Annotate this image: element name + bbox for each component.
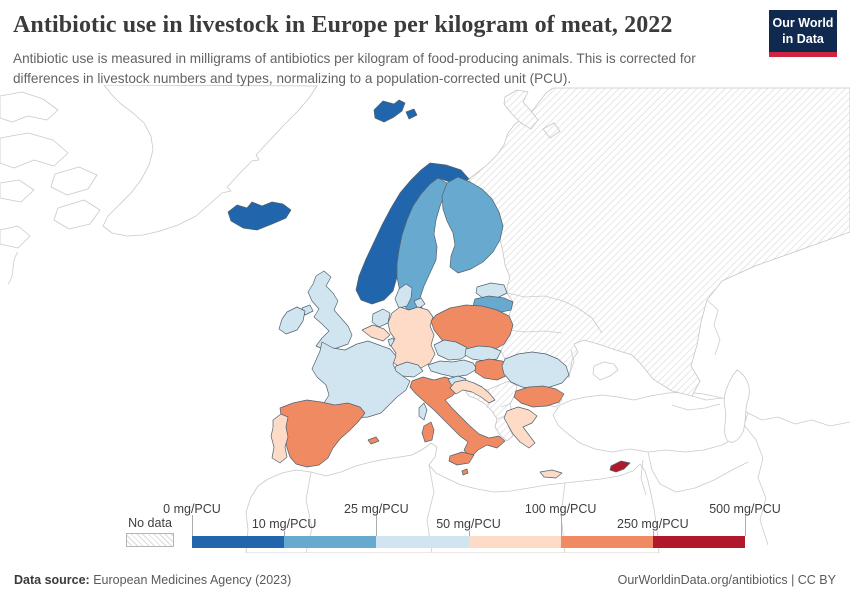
country-netherlands[interactable] xyxy=(371,308,391,328)
country-germany[interactable] xyxy=(387,306,436,369)
no-data-region-east xyxy=(468,87,850,397)
page-title: Antibiotic use in livestock in Europe pe… xyxy=(13,12,673,38)
legend-color-segment[interactable] xyxy=(468,536,561,548)
data-source-value: European Medicines Agency (2023) xyxy=(89,573,292,587)
legend-tick-label: 250 mg/PCU xyxy=(617,517,689,531)
balkans-border-line xyxy=(496,415,506,420)
legend-tick-label: 500 mg/PCU xyxy=(709,502,781,516)
levant-coast-line xyxy=(640,459,647,496)
legend-color-segment[interactable] xyxy=(560,536,653,548)
arctic-island-outline xyxy=(50,166,98,196)
legend-tick xyxy=(745,515,746,536)
country-spain[interactable] xyxy=(279,399,366,468)
owid-logo-line2: in Data xyxy=(782,31,824,46)
country-corsica[interactable] xyxy=(418,402,428,421)
country-bulgaria[interactable] xyxy=(513,385,565,408)
legend-color-segment[interactable] xyxy=(652,536,746,548)
owid-logo[interactable]: Our World in Data xyxy=(769,10,837,58)
caspian-sea-outline xyxy=(723,369,750,443)
syria-iraq-border-line xyxy=(647,451,749,493)
turkey-outline xyxy=(552,391,749,453)
legend-tick xyxy=(192,515,193,536)
legend-no-data-label: No data xyxy=(128,516,172,530)
country-svalbard[interactable] xyxy=(373,99,406,123)
country-denmark[interactable] xyxy=(394,283,413,309)
country-united-kingdom[interactable] xyxy=(307,270,353,351)
legend-bar xyxy=(192,536,746,548)
no-data-region-novaya-zemlya xyxy=(542,122,561,139)
country-sicily[interactable] xyxy=(448,451,475,466)
country-finland[interactable] xyxy=(441,176,504,274)
legend-scale: 0 mg/PCU 10 mg/PCU 25 mg/PCU 50 mg/PCU 100 m… xyxy=(163,502,781,548)
data-source-label: Data source: xyxy=(14,573,90,587)
no-data-region-novaya-zemlya xyxy=(503,89,539,130)
legend-tick xyxy=(284,531,286,536)
kazakh-border-line xyxy=(706,299,721,356)
data-source-note: Data source: European Medicines Agency (… xyxy=(14,573,291,587)
country-estonia[interactable] xyxy=(475,282,508,299)
caucasus-border-line xyxy=(691,395,723,401)
legend-no-data-swatch[interactable] xyxy=(126,533,174,547)
central-asia-border-line xyxy=(747,412,850,427)
country-malta[interactable] xyxy=(461,468,469,476)
country-slovakia[interactable] xyxy=(464,345,502,362)
crimea-outline xyxy=(592,361,619,381)
country-belgium[interactable] xyxy=(361,324,391,342)
moldova-border-line xyxy=(568,349,575,376)
country-iceland[interactable] xyxy=(227,201,292,231)
greenland-outline xyxy=(102,85,318,237)
legend-no-data: No data xyxy=(124,516,176,547)
country-austria[interactable] xyxy=(427,359,478,378)
country-sardinia[interactable] xyxy=(421,421,435,443)
legend-tick xyxy=(468,531,470,536)
arctic-island-outline xyxy=(0,132,69,169)
country-cyprus[interactable] xyxy=(609,460,631,473)
arctic-island-outline xyxy=(0,179,35,203)
country-greece[interactable] xyxy=(503,406,538,449)
owid-link[interactable]: OurWorldinData.org/antibiotics | CC BY xyxy=(617,573,836,587)
legend-color-segment[interactable] xyxy=(284,536,377,548)
iran-iraq-border-line xyxy=(743,424,769,546)
country-balearic-islands[interactable] xyxy=(367,436,380,445)
country-france[interactable] xyxy=(311,340,411,419)
country-crete[interactable] xyxy=(539,469,563,479)
legend-color-segment[interactable] xyxy=(192,536,285,548)
legend-tick xyxy=(652,531,654,536)
country-portugal[interactable] xyxy=(270,413,289,464)
country-denmark[interactable] xyxy=(413,297,426,310)
legend-tick-label: 0 mg/PCU xyxy=(163,502,221,516)
north-africa-outline xyxy=(245,442,660,553)
country-poland[interactable] xyxy=(430,304,514,351)
belarus-ukraine-border-line xyxy=(507,329,563,334)
labrador-coast-line xyxy=(7,251,19,285)
country-svalbard[interactable] xyxy=(405,108,418,120)
arctic-island-outline xyxy=(53,199,101,230)
legend-tick-label: 10 mg/PCU xyxy=(251,517,317,531)
arctic-island-outline xyxy=(0,91,59,123)
legend-tick xyxy=(560,515,562,536)
legend-tick-label: 50 mg/PCU xyxy=(436,517,501,531)
canada-coast-outline xyxy=(0,225,31,249)
page-subtitle: Antibiotic use is measured in milligrams… xyxy=(13,51,696,86)
legend-tick xyxy=(376,515,378,536)
belarus-russia-border-line xyxy=(506,292,603,334)
country-romania[interactable] xyxy=(501,351,570,390)
country-ireland[interactable] xyxy=(278,306,306,335)
legend-tick-label: 100 mg/PCU xyxy=(524,502,597,516)
legend-color-segment[interactable] xyxy=(376,536,469,548)
legend-tick-label: 25 mg/PCU xyxy=(344,502,409,516)
caucasus-border-line xyxy=(671,403,721,411)
owid-logo-line1: Our World xyxy=(772,16,834,30)
country-croatia[interactable] xyxy=(449,379,496,404)
balkans-border-line xyxy=(500,403,511,408)
